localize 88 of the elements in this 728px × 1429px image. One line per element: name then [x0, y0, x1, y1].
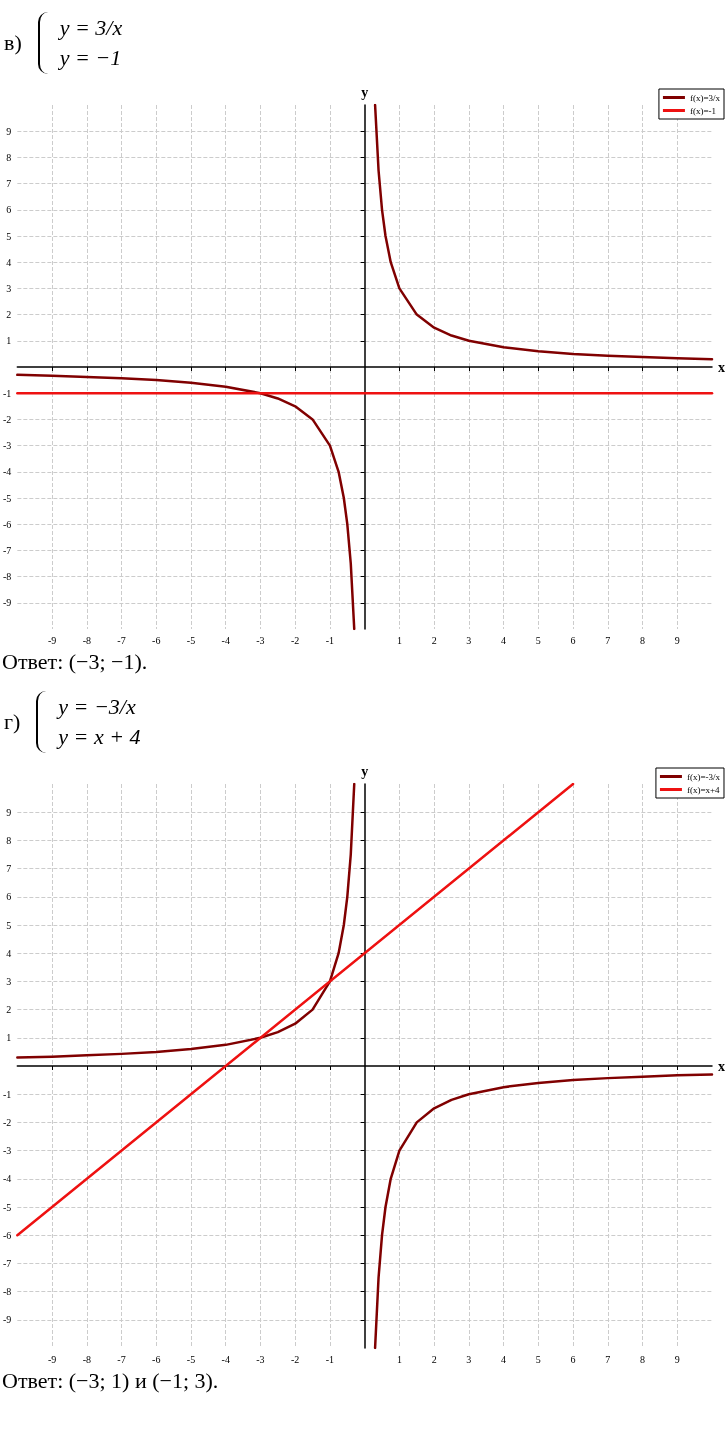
x-tick-label: -1 [325, 634, 335, 646]
y-tick-label: 1 [6, 335, 12, 347]
y-tick-label: -6 [2, 518, 12, 530]
x-tick-label: -3 [256, 1353, 265, 1365]
y-tick-label: 2 [6, 309, 12, 321]
y-tick-label: -5 [2, 1201, 12, 1213]
y-tick-label: -6 [2, 1229, 12, 1241]
y-tick-label: 5 [6, 230, 12, 242]
text: y = −3/x [58, 692, 137, 721]
text: y = x + 4 [58, 722, 141, 751]
y-tick-label: -9 [2, 597, 12, 609]
y-tick-label: 8 [6, 834, 12, 846]
y-tick-label: 9 [6, 806, 12, 818]
text: y = −1 [59, 43, 123, 72]
y-axis-title: y [361, 84, 369, 100]
x-tick-label: -1 [325, 1353, 335, 1365]
legend-label: f(x)=x+4 [686, 784, 721, 795]
x-tick-label: 8 [640, 634, 646, 646]
x-tick-label: 3 [466, 1353, 472, 1365]
y-tick-label: 3 [6, 975, 12, 987]
x-tick-label: 9 [674, 1353, 680, 1365]
x-tick-label: -6 [152, 1353, 161, 1365]
text: y = 3/x [59, 13, 123, 42]
legend-label: f(x)=3/x [689, 92, 721, 103]
chart-title: в) [4, 29, 22, 56]
x-tick-label: -3 [256, 634, 265, 646]
x-tick-label: -2 [291, 1353, 300, 1365]
y-tick-label: 7 [6, 863, 12, 875]
y-tick-label: -4 [2, 466, 12, 478]
x-tick-label: 1 [396, 1353, 402, 1365]
x-axis-title: x [718, 1058, 725, 1074]
x-tick-label: 2 [431, 634, 437, 646]
y-tick-label: -2 [2, 413, 12, 425]
y-tick-label: 3 [6, 282, 12, 294]
y-tick-label: -9 [2, 1314, 12, 1326]
x-tick-label: 5 [535, 1353, 541, 1365]
x-tick-label: 3 [466, 634, 472, 646]
x-tick-label: 7 [605, 634, 611, 646]
y-tick-label: 4 [6, 947, 12, 959]
y-tick-label: -7 [2, 544, 12, 556]
x-tick-label: -8 [82, 634, 91, 646]
x-tick-label: -9 [47, 634, 57, 646]
x-tick-label: -6 [152, 634, 161, 646]
y-tick-label: 6 [6, 204, 12, 216]
x-tick-label: 2 [431, 1353, 437, 1365]
x-tick-label: 4 [501, 1353, 507, 1365]
x-tick-label: 9 [674, 634, 680, 646]
x-tick-label: 8 [640, 1353, 646, 1365]
x-tick-label: -4 [221, 634, 230, 646]
x-tick-label: 6 [570, 634, 576, 646]
y-tick-label: 2 [6, 1004, 12, 1016]
y-tick-label: 5 [6, 919, 12, 931]
x-tick-label: -7 [117, 634, 126, 646]
y-tick-label: -8 [2, 571, 12, 583]
legend-label: f(x)=-3/x [686, 771, 721, 782]
y-tick-label: 6 [6, 891, 12, 903]
text: Ответ: (−3; 1) и (−1; 3). [1, 1367, 220, 1395]
x-tick-label: -7 [117, 1353, 126, 1365]
y-tick-label: -3 [2, 1145, 12, 1157]
x-tick-label: 7 [605, 1353, 611, 1365]
y-tick-label: -4 [2, 1173, 12, 1185]
x-tick-label: -8 [82, 1353, 91, 1365]
x-tick-label: 5 [535, 634, 541, 646]
x-tick-label: -9 [47, 1353, 57, 1365]
y-tick-label: -1 [2, 387, 12, 399]
y-tick-label: 4 [6, 256, 12, 268]
y-tick-label: 8 [6, 151, 12, 163]
x-tick-label: 6 [570, 1353, 576, 1365]
x-tick-label: 1 [396, 634, 402, 646]
y-tick-label: -8 [2, 1286, 12, 1298]
text: Ответ: (−3; −1). [1, 648, 149, 676]
y-tick-label: -7 [2, 1257, 12, 1269]
legend-label: f(x)=-1 [689, 105, 717, 116]
x-axis-title: x [718, 359, 725, 375]
x-tick-label: 4 [501, 634, 507, 646]
y-tick-label: -5 [2, 492, 12, 504]
y-tick-label: -3 [2, 440, 12, 452]
x-tick-label: -4 [221, 1353, 230, 1365]
x-tick-label: -2 [291, 634, 300, 646]
y-tick-label: -2 [2, 1116, 12, 1128]
y-tick-label: 7 [6, 178, 12, 190]
x-tick-label: -5 [186, 634, 196, 646]
x-tick-label: -5 [186, 1353, 196, 1365]
y-tick-label: 9 [6, 125, 12, 137]
y-tick-label: -1 [2, 1088, 12, 1100]
y-axis-title: y [361, 763, 369, 779]
y-tick-label: 1 [6, 1032, 12, 1044]
chart-title: г) [4, 708, 21, 735]
